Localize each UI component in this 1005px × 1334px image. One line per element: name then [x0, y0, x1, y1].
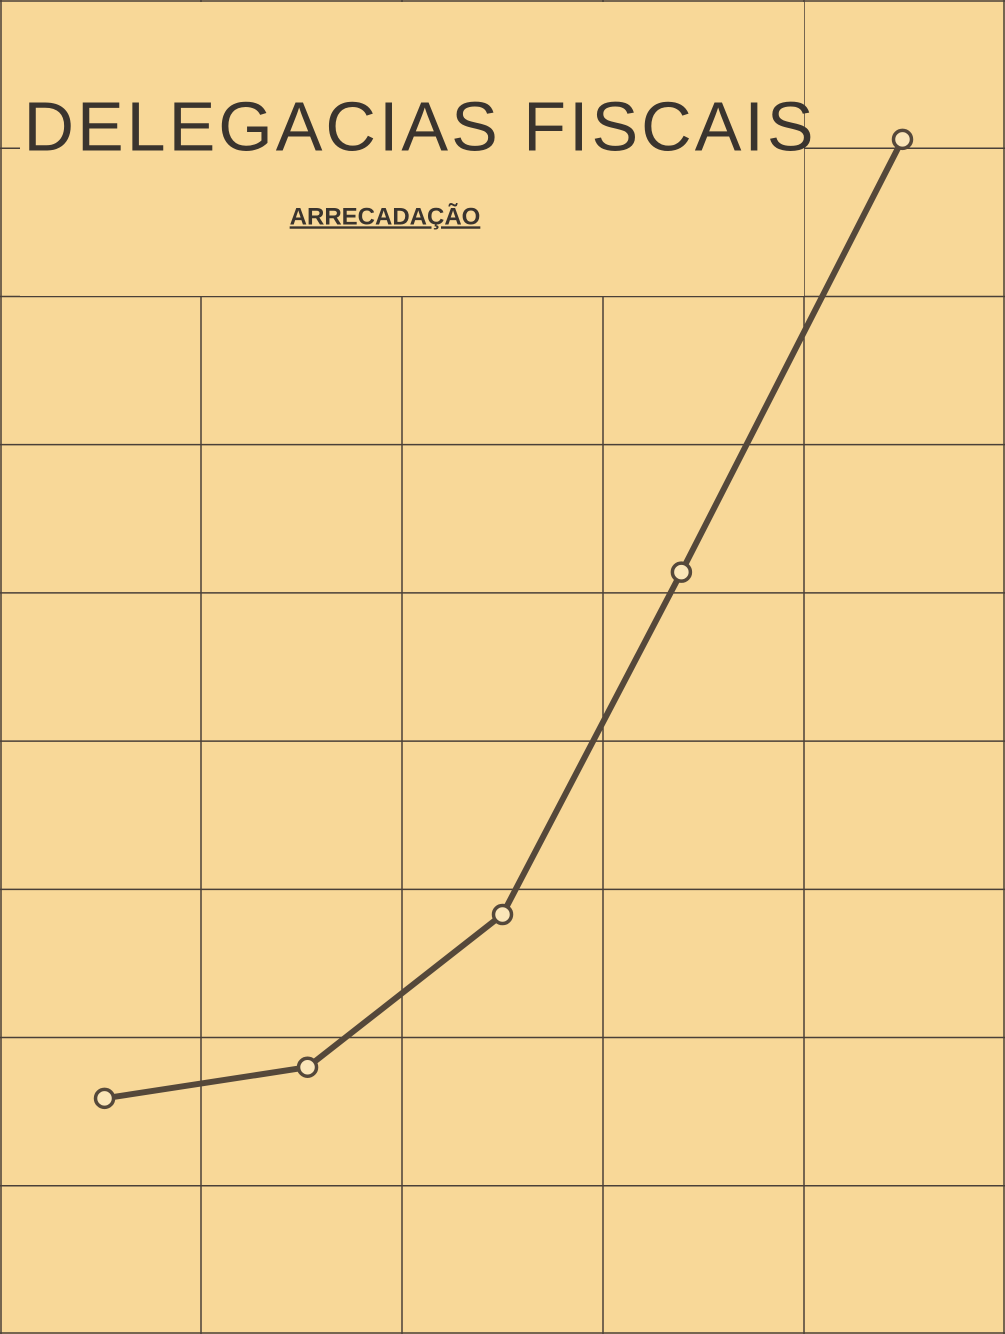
- chart-title: DELEGACIAS FISCAIS: [23, 87, 816, 165]
- data-point: [891, 128, 914, 151]
- data-point: [670, 561, 693, 583]
- data-point: [491, 903, 514, 926]
- data-point: [296, 1056, 319, 1078]
- title-box: [20, 2, 804, 296]
- data-point: [93, 1087, 116, 1110]
- chart-subtitle: ARRECADAÇÃO: [290, 202, 481, 230]
- plot: [93, 128, 914, 1110]
